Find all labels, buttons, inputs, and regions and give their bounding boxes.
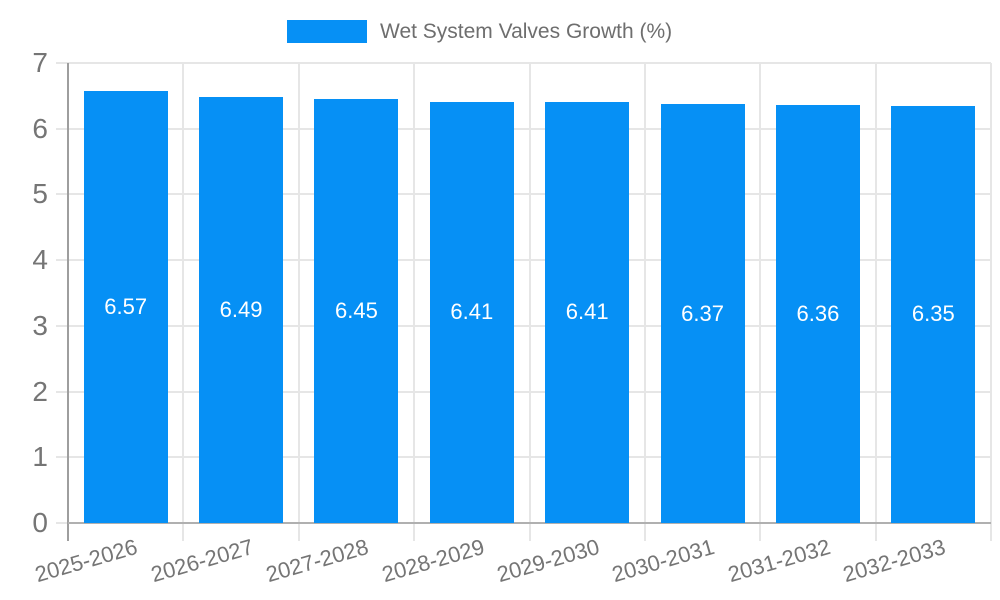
bar-value-label: 6.57 (104, 294, 148, 320)
x-axis-label-2029-2030: 2029-2030 (494, 534, 603, 588)
bar-2025-2026[interactable] (83, 91, 168, 523)
gridline-horizontal (56, 390, 991, 393)
y-axis-tick-label: 1 (32, 441, 48, 473)
x-axis-label-2032-2033: 2032-2033 (840, 534, 949, 588)
bar-value-label: 6.45 (335, 298, 378, 324)
y-axis-tick-label: 4 (32, 244, 48, 276)
bar-2032-2033[interactable] (891, 105, 976, 523)
bar-2027-2028[interactable] (314, 99, 399, 523)
x-axis-label-2031-2032: 2031-2032 (724, 534, 833, 588)
y-axis-tick-label: 5 (32, 178, 48, 210)
gridline-vertical (413, 63, 416, 541)
y-axis-tick-label: 3 (32, 309, 48, 341)
bar-value-label: 6.49 (219, 296, 263, 322)
y-axis-tick-label: 7 (32, 47, 48, 78)
gridline-horizontal (56, 62, 991, 64)
bar-2028-2029[interactable] (429, 101, 514, 523)
y-axis-tick-label: 6 (32, 112, 48, 144)
y-axis-tick-label: 2 (32, 375, 48, 407)
x-axis-label-2025-2026: 2025-2026 (32, 534, 141, 588)
legend-label: Wet System Valves Growth (%) (380, 20, 673, 43)
bar-value-label: 6.41 (450, 299, 494, 325)
x-axis-label-2027-2028: 2027-2028 (263, 534, 372, 588)
bar-2026-2027[interactable] (199, 96, 284, 523)
y-axis-tick-label: 0 (32, 507, 48, 538)
x-axis-baseline (68, 522, 991, 524)
bar-value-label: 6.41 (565, 299, 609, 325)
gridline-horizontal (56, 127, 991, 130)
gridline-horizontal (56, 456, 991, 459)
bar-2030-2031[interactable] (660, 104, 745, 523)
bar-value-label: 6.35 (911, 301, 955, 327)
bar-value-label: 6.37 (681, 300, 724, 326)
x-axis-label-2028-2029: 2028-2029 (378, 534, 487, 588)
gridline-vertical (297, 63, 300, 541)
bar-value-label: 6.36 (796, 301, 840, 327)
y-axis-line (67, 63, 69, 541)
gridline-vertical (528, 63, 531, 541)
legend[interactable]: Wet System Valves Growth (%) (287, 20, 672, 43)
gridline-vertical (990, 63, 992, 541)
gridline-horizontal (56, 193, 991, 196)
x-axis-label-2030-2031: 2030-2031 (609, 534, 718, 588)
gridline-vertical (874, 63, 877, 541)
gridline-vertical (643, 63, 646, 541)
x-axis-label-2026-2027: 2026-2027 (147, 534, 256, 588)
legend-color-swatch (287, 20, 367, 43)
gridline-vertical (759, 63, 762, 541)
bar-2029-2030[interactable] (545, 101, 630, 523)
gridline-horizontal (56, 259, 991, 262)
bar-2031-2032[interactable] (775, 105, 860, 523)
gridline-vertical (182, 63, 185, 541)
gridline-horizontal (56, 324, 991, 327)
